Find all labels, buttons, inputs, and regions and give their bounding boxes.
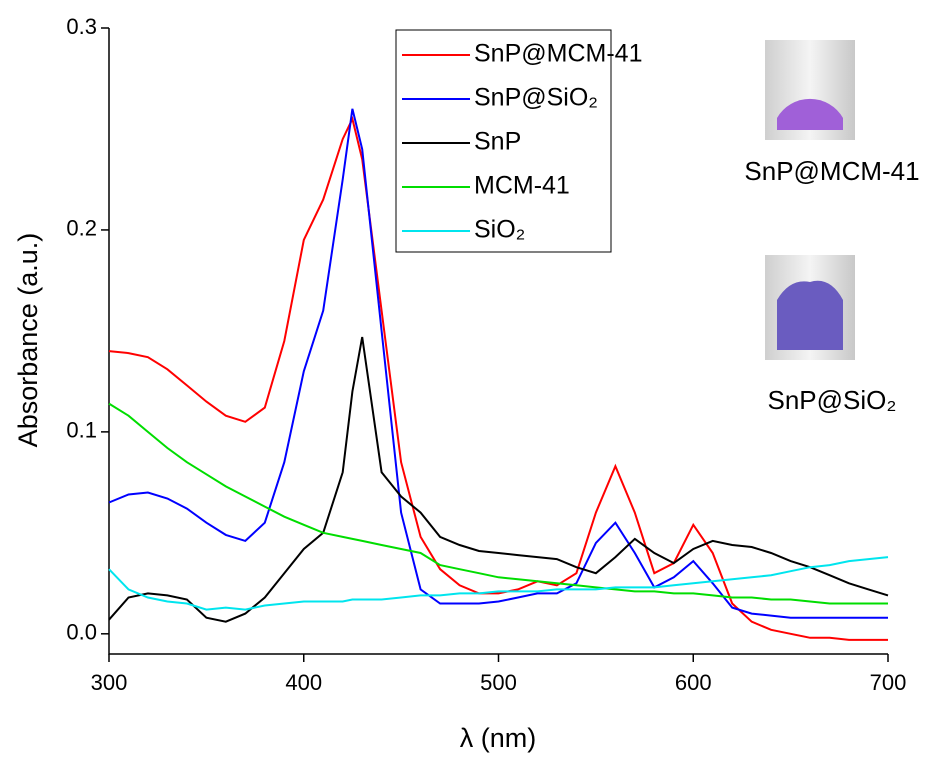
- legend-label: SnP: [474, 128, 521, 156]
- legend-label: SnP@SiO₂: [474, 84, 598, 112]
- x-tick-label: 700: [870, 670, 907, 695]
- legend-label: SiO₂: [474, 216, 525, 244]
- legend-box: [395, 29, 612, 253]
- x-tick-label: 300: [91, 670, 128, 695]
- legend-label: MCM-41: [474, 172, 570, 200]
- series-line: [108, 108, 888, 619]
- legend-label: SnP@MCM-41: [474, 40, 642, 68]
- x-tick-label: 600: [675, 670, 712, 695]
- inset-label: SnP@MCM-41: [744, 156, 919, 186]
- y-tick-label: 0.1: [66, 418, 97, 443]
- x-tick-label: 500: [480, 670, 517, 695]
- inset-photo: [765, 40, 855, 360]
- axis: [108, 28, 888, 655]
- series-line: [108, 556, 889, 611]
- x-axis-label: λ (nm): [460, 723, 537, 753]
- y-axis-label: Absorbance (a.u.): [13, 233, 43, 448]
- y-tick-label: 0.3: [66, 14, 97, 39]
- inset-label: SnP@SiO₂: [768, 385, 897, 415]
- x-tick-label: 400: [285, 670, 322, 695]
- y-tick-label: 0.2: [66, 216, 97, 241]
- series-line: [108, 402, 888, 605]
- series-line: [108, 336, 889, 623]
- y-tick-label: 0.0: [66, 620, 97, 645]
